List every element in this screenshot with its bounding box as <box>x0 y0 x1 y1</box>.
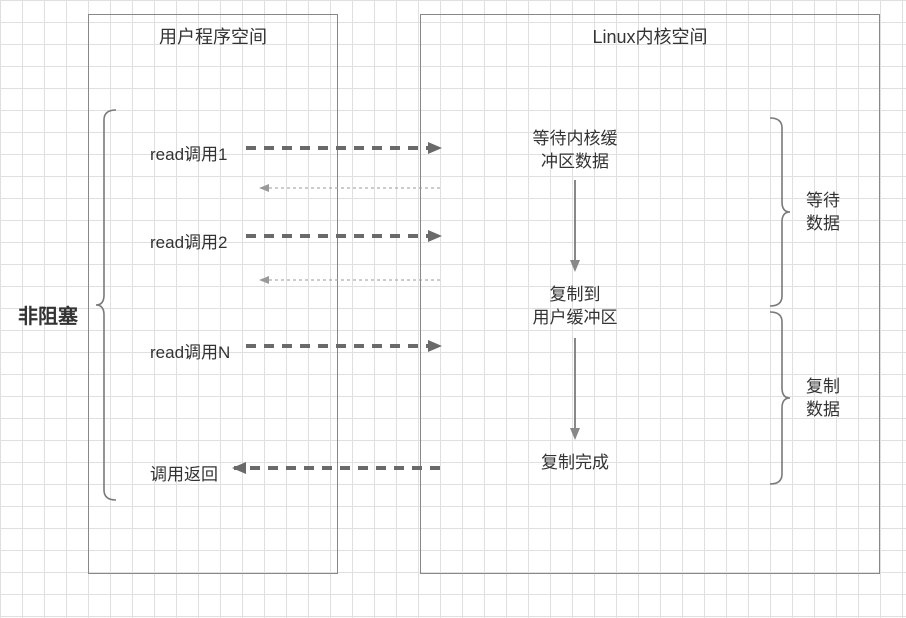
kernel-step-done: 复制完成 <box>510 452 640 475</box>
kernel-step-done-line1: 复制完成 <box>541 453 609 472</box>
nonblocking-label: 非阻塞 <box>18 300 78 329</box>
nonblocking-text: 非阻塞 <box>18 306 78 328</box>
call-return-text: 调用返回 <box>150 465 218 484</box>
kernel-step-copy-line1: 复制到 <box>550 285 601 304</box>
user-space-title: 用户程序空间 <box>159 23 267 49</box>
user-space-panel: 用户程序空间 <box>88 14 338 574</box>
kernel-step-wait-line1: 等待内核缓 <box>533 129 618 148</box>
call-return: 调用返回 <box>150 460 218 485</box>
read-call-n: read调用N <box>150 338 230 363</box>
wait-data-line1: 等待 <box>806 191 840 210</box>
read-call-2-text: read调用2 <box>150 233 227 252</box>
kernel-space-panel: Linux内核空间 <box>420 14 880 574</box>
read-call-n-text: read调用N <box>150 343 230 362</box>
read-call-1: read调用1 <box>150 140 227 165</box>
kernel-step-wait-line2: 冲区数据 <box>541 152 609 171</box>
kernel-space-title: Linux内核空间 <box>592 23 707 49</box>
kernel-step-copy: 复制到 用户缓冲区 <box>510 284 640 330</box>
wait-data-line2: 数据 <box>806 214 840 233</box>
kernel-step-wait: 等待内核缓 冲区数据 <box>510 128 640 174</box>
copy-data-label: 复制 数据 <box>806 376 840 422</box>
read-call-2: read调用2 <box>150 228 227 253</box>
kernel-step-copy-line2: 用户缓冲区 <box>533 308 618 327</box>
read-call-1-text: read调用1 <box>150 145 227 164</box>
copy-data-line1: 复制 <box>806 377 840 396</box>
wait-data-label: 等待 数据 <box>806 190 840 236</box>
copy-data-line2: 数据 <box>806 400 840 419</box>
